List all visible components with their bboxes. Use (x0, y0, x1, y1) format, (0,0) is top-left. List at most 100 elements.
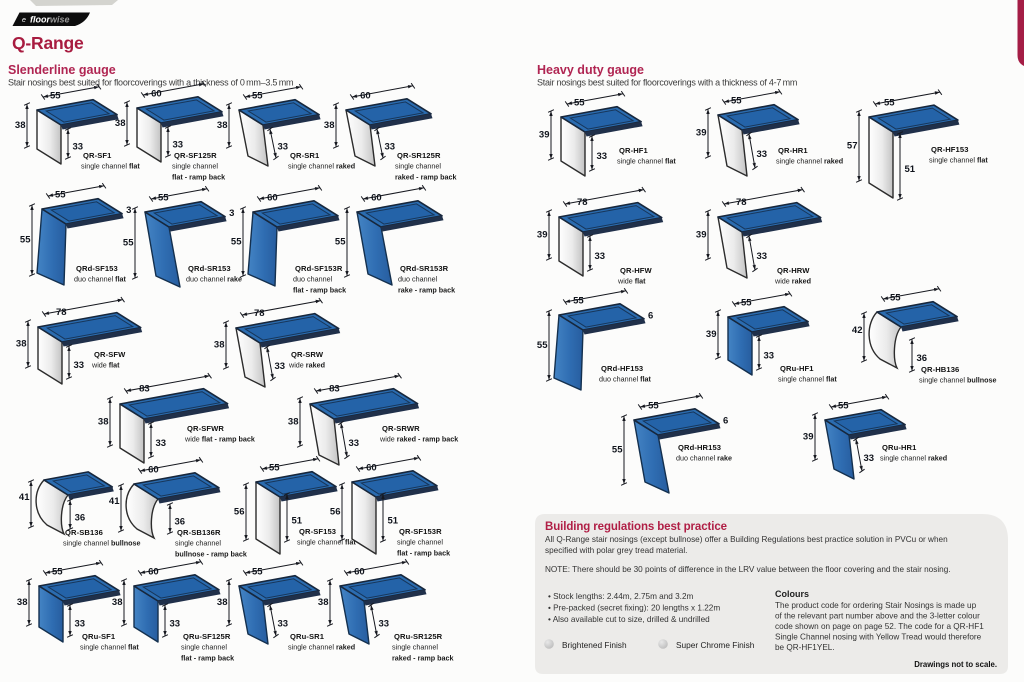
svg-text:38: 38 (17, 597, 28, 608)
svg-text:33: 33 (156, 438, 167, 449)
svg-text:55: 55 (537, 340, 548, 351)
svg-text:single channel flat: single channel flat (80, 643, 139, 652)
svg-text:QRu-HR1: QRu-HR1 (882, 443, 917, 452)
svg-text:QRu-SR125R: QRu-SR125R (394, 632, 443, 641)
svg-text:• Also available cut to size,: • Also available cut to size, drilled & … (548, 615, 710, 624)
svg-text:single channel: single channel (181, 643, 227, 652)
svg-text:33: 33 (170, 619, 181, 630)
svg-text:55: 55 (612, 445, 623, 456)
svg-text:QRd-SR153: QRd-SR153 (188, 264, 231, 273)
svg-text:Slenderline gauge: Slenderline gauge (8, 63, 116, 77)
svg-text:55: 55 (252, 567, 263, 578)
svg-text:55: 55 (574, 98, 585, 109)
svg-text:duo channel rake: duo channel rake (676, 454, 732, 463)
svg-text:NOTE: There should be 30 point: NOTE: There should be 30 points of diffe… (545, 565, 951, 574)
svg-text:raked - ramp back: raked - ramp back (392, 654, 454, 663)
svg-text:• Pre-packed (secret fixing):: • Pre-packed (secret fixing): 20 lengths… (548, 604, 720, 613)
svg-text:be QR-HF1YEL.: be QR-HF1YEL. (775, 643, 835, 652)
svg-text:QR-SFW: QR-SFW (94, 350, 126, 359)
svg-text:QRu-SF125R: QRu-SF125R (183, 632, 231, 641)
svg-text:duo channel: duo channel (398, 275, 438, 284)
svg-text:38: 38 (15, 120, 26, 131)
svg-text:wide raked: wide raked (288, 361, 325, 370)
svg-text:QR-HRW: QR-HRW (777, 266, 810, 275)
svg-text:wide flat: wide flat (617, 277, 646, 286)
svg-text:QRd-HF153: QRd-HF153 (601, 364, 643, 373)
svg-text:60: 60 (151, 89, 162, 100)
svg-text:38: 38 (16, 339, 27, 350)
svg-text:38: 38 (217, 120, 228, 131)
svg-text:flat - ramp back: flat - ramp back (172, 173, 225, 182)
svg-text:QR-SRW: QR-SRW (291, 350, 324, 359)
svg-text:single channel: single channel (397, 538, 443, 547)
svg-text:• Stock lengths: 2.44m, 2.75m: • Stock lengths: 2.44m, 2.75m and 3.2m (548, 592, 693, 601)
svg-text:33: 33 (379, 619, 390, 630)
svg-text:55: 55 (884, 97, 895, 108)
svg-text:duo channel flat: duo channel flat (599, 375, 652, 384)
svg-text:QR-HF1: QR-HF1 (619, 146, 649, 155)
svg-text:of the relevant part number ab: of the relevant part number above and th… (775, 612, 980, 621)
svg-text:36: 36 (75, 513, 86, 524)
svg-text:55: 55 (573, 296, 584, 307)
svg-text:33: 33 (173, 140, 184, 151)
svg-text:QR-SF1: QR-SF1 (83, 151, 112, 160)
svg-text:55: 55 (20, 235, 31, 246)
svg-text:33: 33 (597, 151, 608, 162)
svg-text:55: 55 (731, 96, 742, 107)
svg-text:3: 3 (229, 208, 234, 219)
svg-text:wide flat: wide flat (91, 361, 120, 370)
svg-text:QRd-SF153: QRd-SF153 (76, 264, 118, 273)
svg-text:39: 39 (537, 230, 548, 241)
svg-text:rake - ramp back: rake - ramp back (398, 286, 455, 295)
svg-text:57: 57 (847, 141, 858, 152)
svg-text:51: 51 (292, 516, 303, 527)
svg-text:QRu-HF1: QRu-HF1 (780, 364, 814, 373)
svg-text:single channel raked: single channel raked (776, 157, 843, 166)
svg-text:55: 55 (890, 293, 901, 304)
svg-text:QRd-HR153: QRd-HR153 (678, 443, 721, 452)
svg-text:QR-SR1: QR-SR1 (290, 151, 320, 160)
svg-text:Single Channel nosing with Yel: Single Channel nosing with Yellow Tread … (775, 633, 982, 642)
svg-text:33: 33 (757, 149, 768, 160)
svg-text:wide raked: wide raked (774, 277, 811, 286)
svg-text:33: 33 (275, 361, 286, 372)
svg-text:33: 33 (764, 351, 775, 362)
svg-text:floorwise: floorwise (30, 15, 70, 25)
svg-text:60: 60 (148, 465, 159, 476)
svg-text:39: 39 (696, 230, 707, 241)
svg-text:51: 51 (388, 516, 399, 527)
svg-text:QR-HFW: QR-HFW (620, 266, 653, 275)
svg-text:Stair nosings best suited for: Stair nosings best suited for floorcover… (537, 78, 797, 88)
svg-text:single channel flat: single channel flat (297, 538, 356, 547)
svg-text:duo channel flat: duo channel flat (74, 275, 127, 284)
svg-text:39: 39 (696, 128, 707, 139)
svg-text:41: 41 (109, 496, 120, 507)
svg-text:38: 38 (288, 417, 299, 428)
svg-text:specified with polar grey trea: specified with polar grey tread material… (545, 546, 687, 555)
svg-text:QR-SF125R: QR-SF125R (174, 151, 217, 160)
svg-text:33: 33 (349, 438, 360, 449)
svg-text:QR-SFWR: QR-SFWR (187, 424, 224, 433)
svg-text:Heavy duty gauge: Heavy duty gauge (537, 63, 644, 77)
svg-text:39: 39 (706, 329, 717, 340)
svg-text:single channel: single channel (175, 539, 221, 548)
svg-text:QRd-SF153R: QRd-SF153R (295, 264, 343, 273)
svg-text:Drawings not to scale.: Drawings not to scale. (914, 660, 997, 669)
svg-text:duo channel rake: duo channel rake (186, 275, 242, 284)
svg-text:78: 78 (254, 308, 265, 319)
svg-text:duo channel: duo channel (293, 275, 333, 284)
svg-text:QR-SF153R: QR-SF153R (399, 527, 442, 536)
svg-text:QR-SF153: QR-SF153 (299, 527, 336, 536)
svg-text:QR-HB136: QR-HB136 (921, 365, 959, 374)
svg-text:38: 38 (115, 118, 126, 129)
svg-text:single channel: single channel (395, 162, 441, 171)
svg-text:39: 39 (539, 130, 550, 141)
svg-text:41: 41 (19, 492, 30, 503)
svg-text:55: 55 (252, 91, 263, 102)
svg-text:42: 42 (852, 325, 863, 336)
svg-text:60: 60 (267, 193, 278, 204)
svg-text:55: 55 (231, 237, 242, 248)
svg-text:QR-SR125R: QR-SR125R (397, 151, 441, 160)
svg-text:33: 33 (595, 251, 606, 262)
svg-text:wide raked - ramp back: wide raked - ramp back (379, 435, 458, 444)
